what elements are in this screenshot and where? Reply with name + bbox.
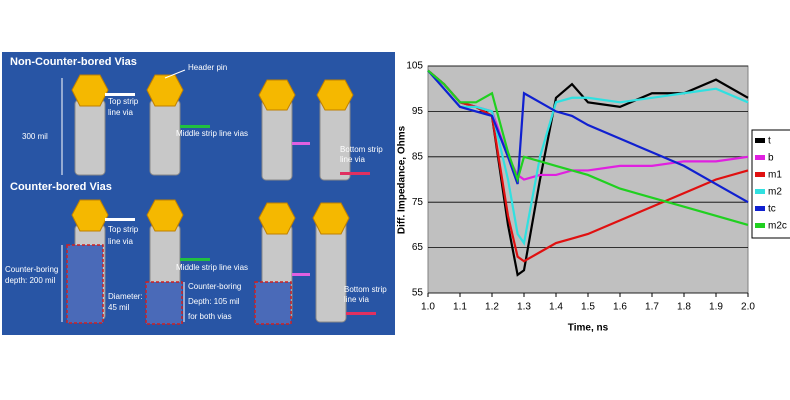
- pin: [146, 199, 184, 232]
- label: Counter-boring: [5, 265, 58, 274]
- pin: [312, 202, 350, 235]
- legend-swatch: [755, 189, 765, 194]
- pin: [71, 199, 109, 232]
- label: for both vias: [188, 312, 232, 321]
- y-tick-label: 75: [412, 197, 424, 208]
- legend-label: m2c: [768, 221, 787, 232]
- series-line: [427, 69, 749, 246]
- label: Bottom strip: [340, 145, 383, 154]
- label: Bottom strip: [344, 285, 387, 294]
- pin: [71, 74, 109, 107]
- label: line via: [108, 108, 133, 117]
- x-tick-label: 1.0: [421, 302, 435, 313]
- x-tick-label: 2.0: [741, 302, 755, 313]
- counter-bore: [145, 281, 183, 325]
- trace: [105, 93, 135, 96]
- label: Middle strip line vias: [176, 129, 248, 138]
- label: Top strip: [108, 225, 139, 234]
- legend-label: m1: [768, 170, 782, 181]
- y-axis-label: Diff. Impedance, Ohms: [397, 125, 408, 234]
- via: [319, 99, 351, 181]
- series-line: [427, 69, 749, 263]
- trace: [180, 125, 210, 128]
- pin: [316, 79, 354, 111]
- chart: Time, ns Diff. Impedance, Ohms 55 65 75 85 9…: [397, 61, 790, 334]
- plot-area: [427, 65, 749, 294]
- legend-box: [751, 129, 790, 239]
- trace: [346, 312, 376, 315]
- legend-label: m2: [768, 187, 782, 198]
- legend-swatch: [755, 206, 765, 211]
- legend-label: tc: [768, 204, 776, 215]
- trace: [292, 273, 310, 276]
- trace: [180, 258, 210, 261]
- x-tick-label: 1.5: [581, 302, 595, 313]
- counter-bore: [66, 244, 104, 324]
- title: Non-Counter-bored Vias: [10, 56, 137, 68]
- label: Diameter:: [108, 292, 143, 301]
- label: line via: [344, 295, 369, 304]
- title: Counter-bored Vias: [10, 181, 112, 193]
- label: Depth: 105 mil: [188, 297, 240, 306]
- x-tick-label: 1.4: [549, 302, 563, 313]
- counter-bore: [254, 281, 292, 325]
- pin: [258, 79, 296, 111]
- legend-swatch: [755, 223, 765, 228]
- legend-swatch: [755, 155, 765, 160]
- via: [261, 99, 293, 181]
- x-axis-label: Time, ns: [568, 323, 609, 334]
- pointer: [164, 69, 186, 79]
- y-tick-label: 105: [406, 61, 423, 72]
- y-tick-label: 85: [412, 151, 424, 162]
- pin: [146, 74, 184, 107]
- via: [315, 221, 347, 323]
- y-tick-label: 95: [412, 106, 424, 117]
- via-diagram: Non-Counter-bored Vias Counter-bored Via…: [2, 52, 395, 335]
- x-tick-label: 1.6: [613, 302, 627, 313]
- y-tick-label: 65: [412, 242, 424, 253]
- label: depth: 200 mil: [5, 276, 55, 285]
- label: Counter-boring: [188, 282, 241, 291]
- label: Top strip: [108, 97, 139, 106]
- y-tick-label: 55: [412, 288, 424, 299]
- trace: [105, 218, 135, 221]
- x-tick-label: 1.7: [645, 302, 659, 313]
- legend-swatch: [755, 172, 765, 177]
- label: 300 mil: [22, 132, 48, 141]
- pin: [258, 202, 296, 235]
- series-line: [427, 69, 749, 226]
- label: Middle strip line vias: [176, 263, 248, 272]
- x-tick-label: 1.8: [677, 302, 691, 313]
- series-line: [427, 69, 749, 204]
- x-tick-label: 1.3: [517, 302, 531, 313]
- label: Header pin: [188, 63, 227, 72]
- trace: [340, 172, 370, 175]
- label: 45 mil: [108, 303, 130, 312]
- legend-swatch: [755, 138, 765, 143]
- x-tick-label: 1.9: [709, 302, 723, 313]
- via: [74, 99, 106, 176]
- legend-label: t: [768, 136, 771, 147]
- label: line via: [108, 237, 133, 246]
- label: line via: [340, 155, 365, 164]
- legend-label: b: [768, 153, 774, 164]
- trace: [292, 142, 310, 145]
- x-tick-label: 1.2: [485, 302, 499, 313]
- x-tick-label: 1.1: [453, 302, 467, 313]
